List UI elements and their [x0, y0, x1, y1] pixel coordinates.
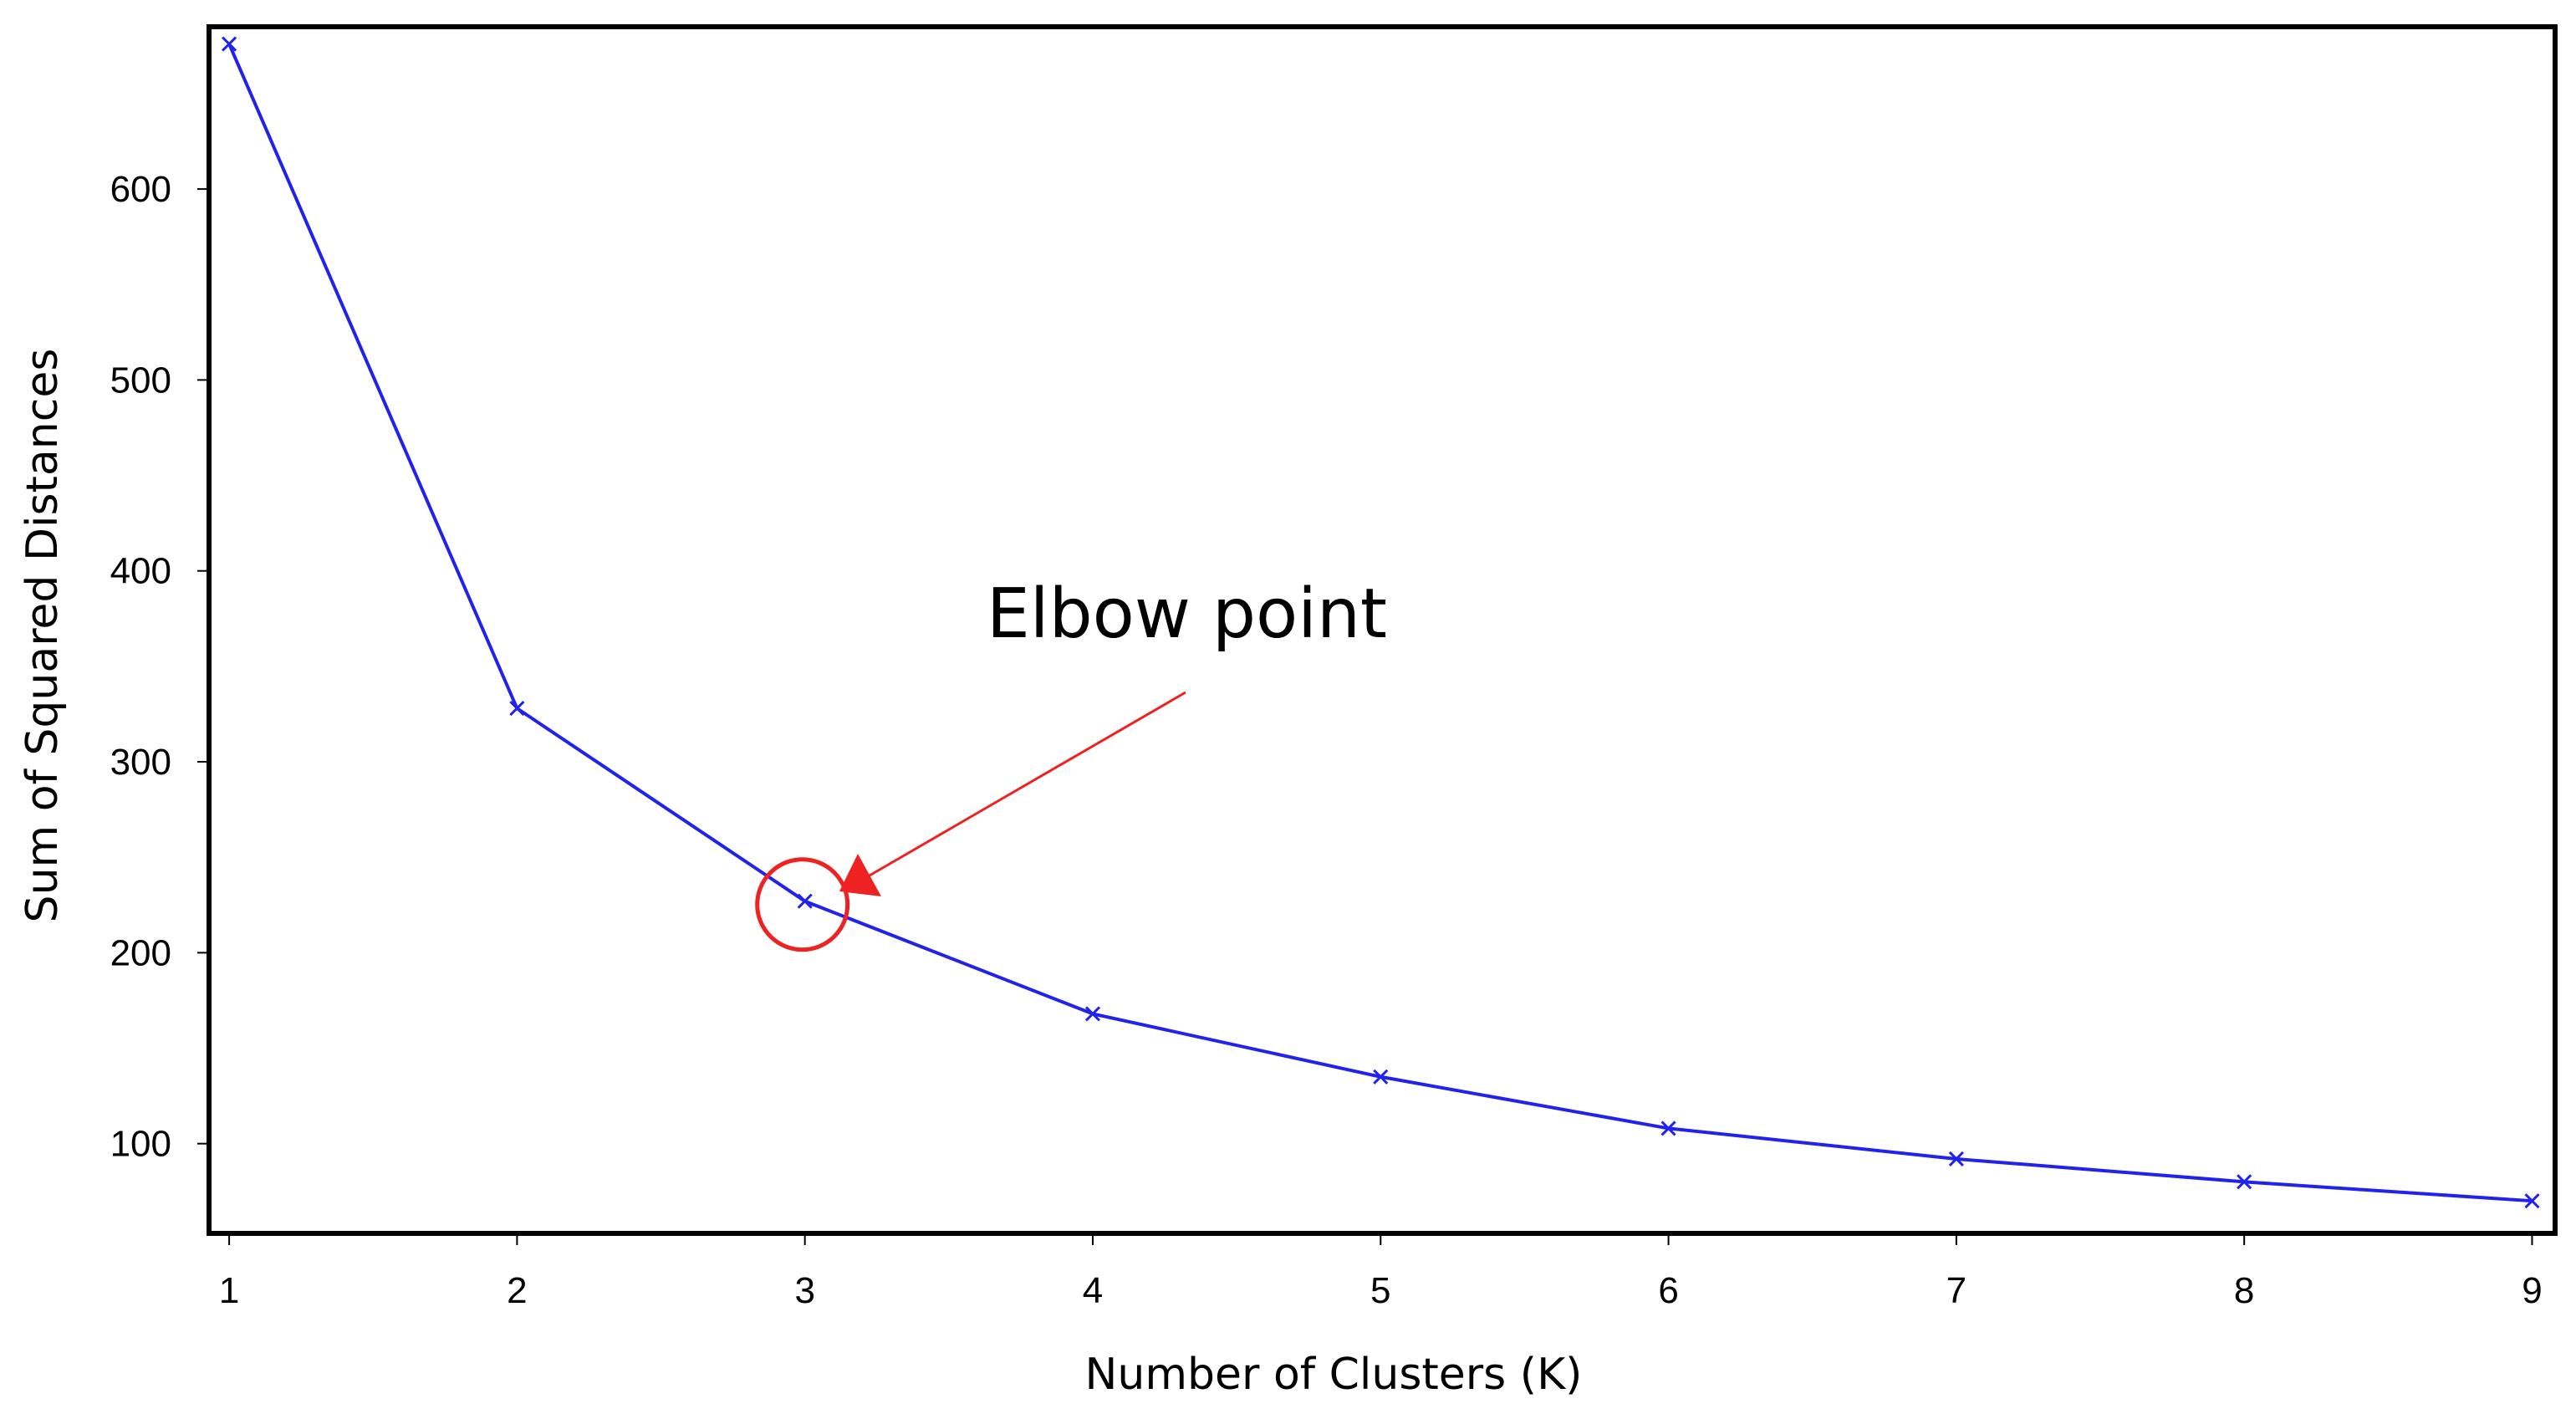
data-point-marker	[1084, 1006, 1101, 1022]
data-point-marker	[797, 893, 813, 909]
elbow-arrowhead-icon	[839, 854, 881, 896]
plot-frame	[207, 24, 2558, 1236]
x-tick-label: 1	[219, 1270, 239, 1311]
x-tick-label: 7	[1946, 1270, 1966, 1311]
y-tick-label: 100	[110, 1124, 171, 1165]
data-point-marker	[509, 701, 525, 717]
x-tick-label: 3	[794, 1270, 814, 1311]
elbow-annotation: Elbow point	[755, 574, 1387, 952]
x-axis-title: Number of Clusters (K)	[1085, 1350, 1583, 1400]
x-tick-label: 5	[1370, 1270, 1390, 1311]
x-tick-label: 4	[1083, 1270, 1103, 1311]
data-point-marker	[2524, 1193, 2540, 1209]
data-point-marker	[1948, 1151, 1964, 1167]
y-tick-label: 600	[110, 169, 171, 210]
x-axis-ticks: 1 2 3 4 5 6 7 8 9	[219, 1233, 2543, 1311]
y-tick-label: 400	[110, 551, 171, 592]
elbow-highlight-circle	[755, 857, 850, 952]
x-tick-label: 9	[2522, 1270, 2542, 1311]
y-tick-label: 200	[110, 932, 171, 973]
x-tick-label: 2	[507, 1270, 527, 1311]
x-tick-label: 6	[1658, 1270, 1678, 1311]
x-tick-label: 8	[2234, 1270, 2254, 1311]
y-axis-ticks: 100 200 300 400 500 600	[110, 169, 209, 1165]
series-layer	[222, 36, 2540, 1209]
data-point-marker	[1373, 1069, 1389, 1085]
y-tick-label: 300	[110, 742, 171, 783]
data-point-marker	[222, 36, 237, 52]
y-axis-title: Sum of Squared Distances	[18, 349, 68, 923]
data-point-marker	[2237, 1174, 2252, 1190]
data-point-marker	[1660, 1120, 1676, 1136]
elbow-arrow-line	[869, 691, 1186, 877]
y-tick-label: 500	[110, 360, 171, 401]
annotation-text: Elbow point	[987, 574, 1387, 654]
